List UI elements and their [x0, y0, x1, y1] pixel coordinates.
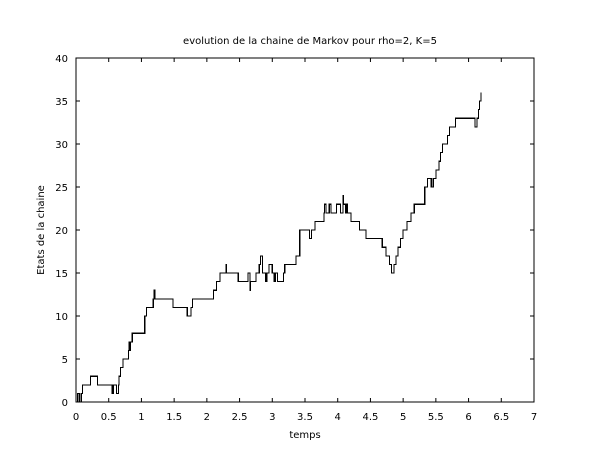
x-tick-label: 6.5: [493, 412, 509, 423]
x-tick-label: 2.5: [232, 412, 248, 423]
x-tick-label: 0.5: [101, 412, 117, 423]
y-tick-label: 15: [55, 269, 68, 280]
y-axis-label: Etats de la chaine: [36, 185, 47, 275]
x-tick-label: 2: [204, 412, 210, 423]
x-tick-label: 5: [400, 412, 406, 423]
x-tick-label: 7: [531, 412, 537, 423]
x-tick-label: 3.5: [297, 412, 313, 423]
y-axis: 0 5 10 15 20 25 30 35 40: [55, 54, 534, 409]
y-tick-label: 10: [55, 312, 68, 323]
y-tick-label: 40: [55, 54, 68, 65]
y-tick-label: 20: [55, 226, 68, 237]
y-tick-label: 30: [55, 140, 68, 151]
y-tick-label: 35: [55, 97, 68, 108]
x-tick-label: 0: [73, 412, 79, 423]
y-tick-label: 5: [62, 355, 68, 366]
x-axis: 0 0.5 1 1.5 2 2.5 3 3.5 4 4.5 5 5.5 6 6.5 7: [73, 58, 537, 423]
y-tick-label: 25: [55, 183, 68, 194]
chart-title: evolution de la chaine de Markov pour rh…: [183, 36, 437, 47]
x-tick-label: 5.5: [428, 412, 444, 423]
x-tick-label: 1: [138, 412, 144, 423]
x-tick-label: 4.5: [362, 412, 378, 423]
x-tick-label: 6: [465, 412, 471, 423]
x-tick-label: 1.5: [166, 412, 182, 423]
series-line: [76, 92, 482, 403]
x-axis-label: temps: [289, 430, 320, 441]
x-tick-label: 4: [335, 412, 341, 423]
y-tick-label: 0: [62, 398, 68, 409]
x-tick-label: 3: [269, 412, 275, 423]
